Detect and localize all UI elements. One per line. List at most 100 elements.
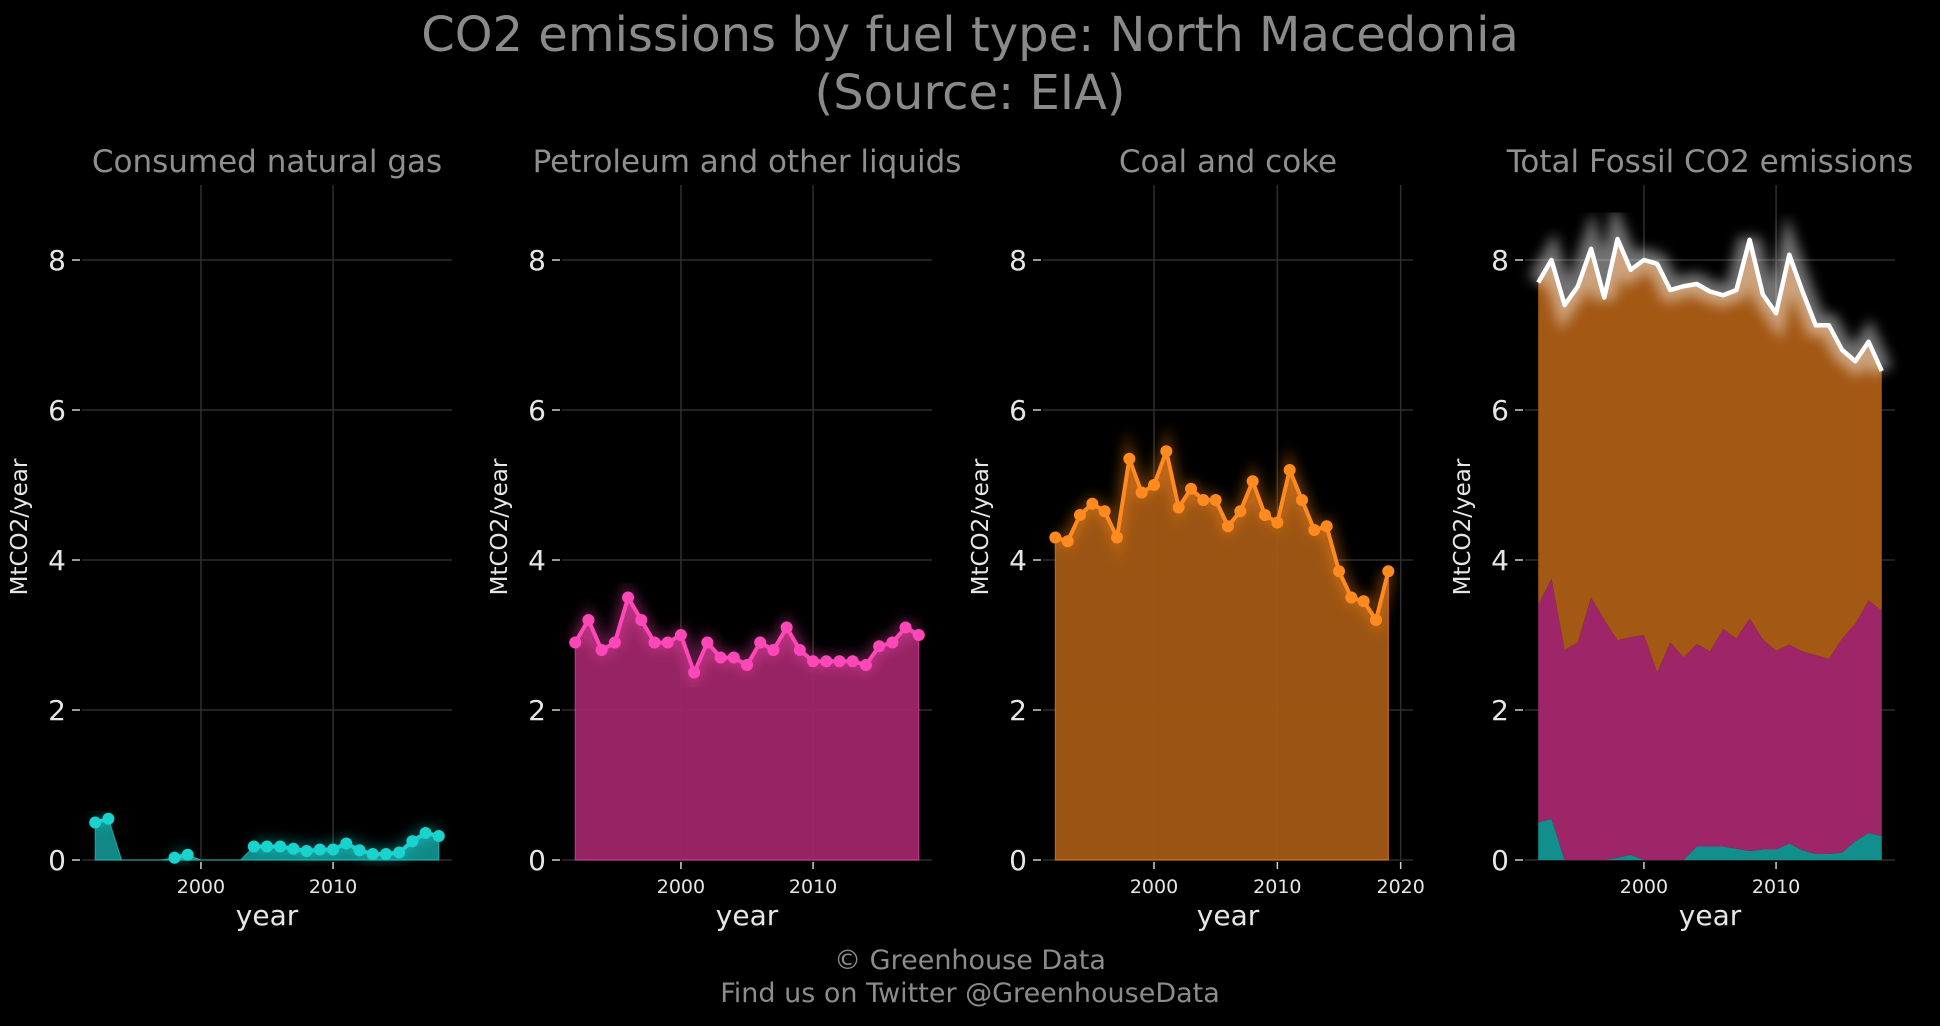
data-point [1259,509,1271,521]
data-point [820,655,833,668]
footer-twitter: Find us on Twitter @GreenhouseData [720,978,1220,1009]
data-point [327,843,340,856]
panel-title: Coal and coke [1119,144,1337,180]
x-axis-label: year [716,899,779,932]
data-point [300,845,313,857]
chart-title: CO2 emissions by fuel type: North Macedo… [421,7,1519,63]
data-point [1320,520,1333,533]
y-tick-label: 0 [528,844,546,877]
data-point [674,629,687,641]
y-tick-label: 2 [48,694,66,727]
y-tick-label: 8 [1491,244,1509,277]
stacked-area-3 [1538,239,1882,673]
data-point [886,636,899,649]
x-tick-label: 2000 [1130,876,1178,898]
data-point [1345,591,1358,604]
series-line [1054,449,1391,622]
y-tick-label: 4 [528,544,546,577]
panel-title: Total Fossil CO2 emissions [1506,144,1914,180]
data-point [582,614,595,626]
data-point [873,640,886,653]
y-axis-label: MtCO2/year [7,458,33,595]
y-tick-label: 0 [48,844,66,877]
y-tick-label: 8 [1009,244,1027,277]
data-point [1197,494,1210,506]
data-point [833,655,846,668]
data-point [1271,516,1284,529]
data-point [635,614,648,626]
x-tick-label: 2000 [657,876,705,898]
y-tick-label: 4 [1009,544,1027,577]
y-tick-label: 2 [528,694,546,727]
data-point [780,621,793,634]
footer: © Greenhouse Data Find us on Twitter @Gr… [0,944,1940,1010]
data-point [1246,475,1259,488]
data-point [1135,486,1148,499]
y-tick-label: 2 [1009,694,1027,727]
x-axis-label: year [1197,899,1260,932]
data-point [1333,565,1345,578]
data-point [1160,445,1173,458]
total-line [1536,236,1884,372]
data-point [1308,524,1321,536]
panel-3: Coal and coke 0 2 4 6 8 2000 2010 2020 year MtCO2/… [968,144,1425,932]
data-point [648,636,661,649]
data-point [688,666,701,679]
data-point [274,840,287,853]
x-tick-label: 2010 [789,876,837,898]
data-point [1185,482,1197,495]
data-point [313,843,326,856]
data-point [1357,595,1370,608]
data-point [261,840,273,853]
y-tick-label: 6 [528,394,546,427]
y-tick-label: 6 [1491,394,1509,427]
chart-title-block: CO2 emissions by fuel type: North Macedo… [0,6,1940,122]
y-tick-label: 8 [528,244,546,277]
footer-copyright: © Greenhouse Data [834,945,1106,976]
data-point [899,621,912,634]
data-point [406,835,419,848]
data-point [714,651,727,664]
stacked-area-2 [1538,578,1882,860]
y-axis-label: MtCO2/year [487,458,513,595]
x-tick-label: 2010 [1253,876,1301,898]
data-point [366,848,379,860]
data-point [1234,505,1247,518]
data-point [1283,464,1296,476]
data-point [419,827,432,839]
data-point [912,629,925,641]
data-point [793,644,806,656]
data-point [1222,520,1234,533]
x-axis-label: year [236,899,299,932]
panel-1: Consumed natural gas 0 2 4 6 8 2000 2010 year MtC… [7,144,452,932]
data-point [1382,565,1395,578]
panel-2: Petroleum and other liquids 0 2 4 6 8 2000 2010… [487,144,961,932]
x-tick-label: 2010 [309,876,357,898]
data-point [1209,494,1222,506]
data-point [102,812,115,825]
data-point [168,851,181,864]
data-point [1148,479,1160,491]
stacked-area-1 [1538,818,1882,860]
y-axis-label: MtCO2/year [968,458,994,595]
data-point [661,636,674,649]
data-point [701,636,714,649]
data-point [1172,501,1185,514]
panel-4: Total Fossil CO2 emissions 0 2 4 6 8 2000 2010 y… [1450,144,1913,932]
data-point [1098,505,1111,518]
data-point [89,816,102,829]
x-tick-label: 2000 [177,876,225,898]
y-tick-label: 0 [1009,844,1027,877]
data-point [340,837,353,850]
data-point [393,846,406,859]
data-point [1061,535,1074,548]
y-axis-label: MtCO2/year [1450,458,1476,595]
data-point [1296,494,1308,506]
data-point [846,655,859,668]
chart-subtitle: (Source: EIA) [814,65,1126,121]
data-point [727,651,740,664]
data-point [181,848,194,861]
x-tick-label: 2000 [1620,876,1668,898]
data-point [1123,452,1136,465]
